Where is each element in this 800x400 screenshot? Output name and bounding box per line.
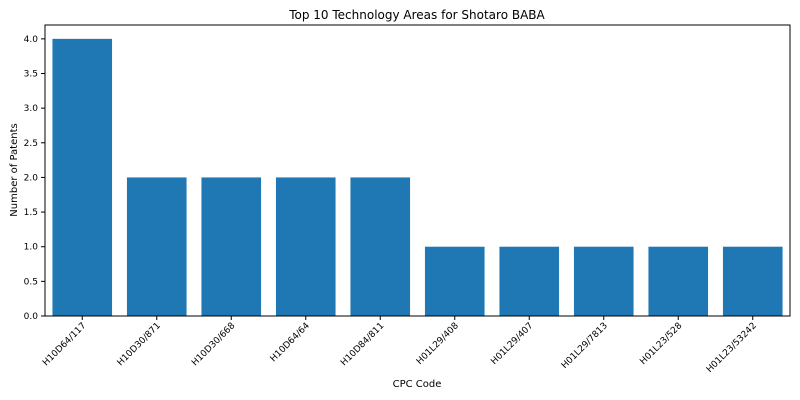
x-tick-label: H01L29/408 bbox=[415, 321, 461, 367]
x-tick-label: H10D30/871 bbox=[116, 321, 163, 368]
y-tick-label: 0.0 bbox=[24, 312, 39, 322]
x-axis: H10D64/117 H10D30/871 H10D30/668 H10D64/64 H… bbox=[41, 316, 759, 375]
bar-h01l23-53242 bbox=[723, 247, 783, 316]
x-axis-label: CPC Code bbox=[393, 379, 442, 390]
bars-group bbox=[52, 39, 782, 316]
x-tick-label: H01L23/53242 bbox=[705, 321, 759, 375]
x-tick-label: H01L29/407 bbox=[489, 321, 535, 367]
bar-h01l29-408 bbox=[425, 247, 485, 316]
y-tick-label: 4.0 bbox=[24, 35, 39, 45]
y-tick-label: 3.5 bbox=[24, 70, 38, 80]
bar-h01l23-528 bbox=[648, 247, 708, 316]
x-tick-label: H01L23/528 bbox=[638, 321, 684, 367]
y-tick-label: 0.5 bbox=[24, 277, 38, 287]
bar-h10d30-668 bbox=[201, 177, 261, 316]
x-tick-label: H01L29/7813 bbox=[560, 321, 610, 371]
chart-title: Top 10 Technology Areas for Shotaro BABA bbox=[288, 8, 545, 22]
bar-h10d84-811 bbox=[350, 177, 410, 316]
y-tick-label: 3.0 bbox=[24, 104, 39, 114]
y-axis-label: Number of Patents bbox=[9, 123, 20, 216]
y-tick-label: 2.5 bbox=[24, 139, 38, 149]
x-tick-label: H10D64/64 bbox=[269, 321, 312, 364]
bar-h01l29-7813 bbox=[574, 247, 634, 316]
bar-h10d64-64 bbox=[276, 177, 336, 316]
x-tick-label: H10D84/811 bbox=[339, 321, 386, 368]
bar-h10d30-871 bbox=[127, 177, 187, 316]
x-tick-label: H10D64/117 bbox=[41, 321, 88, 368]
bar-h10d64-117 bbox=[52, 39, 112, 316]
y-tick-label: 1.0 bbox=[24, 243, 39, 253]
y-axis: 0.0 0.5 1.0 1.5 2.0 2.5 3.0 3.5 4.0 bbox=[24, 35, 45, 322]
bar-h01l29-407 bbox=[499, 247, 559, 316]
y-tick-label: 2.0 bbox=[24, 173, 39, 183]
x-tick-label: H10D30/668 bbox=[190, 321, 237, 368]
y-tick-label: 1.5 bbox=[24, 208, 38, 218]
